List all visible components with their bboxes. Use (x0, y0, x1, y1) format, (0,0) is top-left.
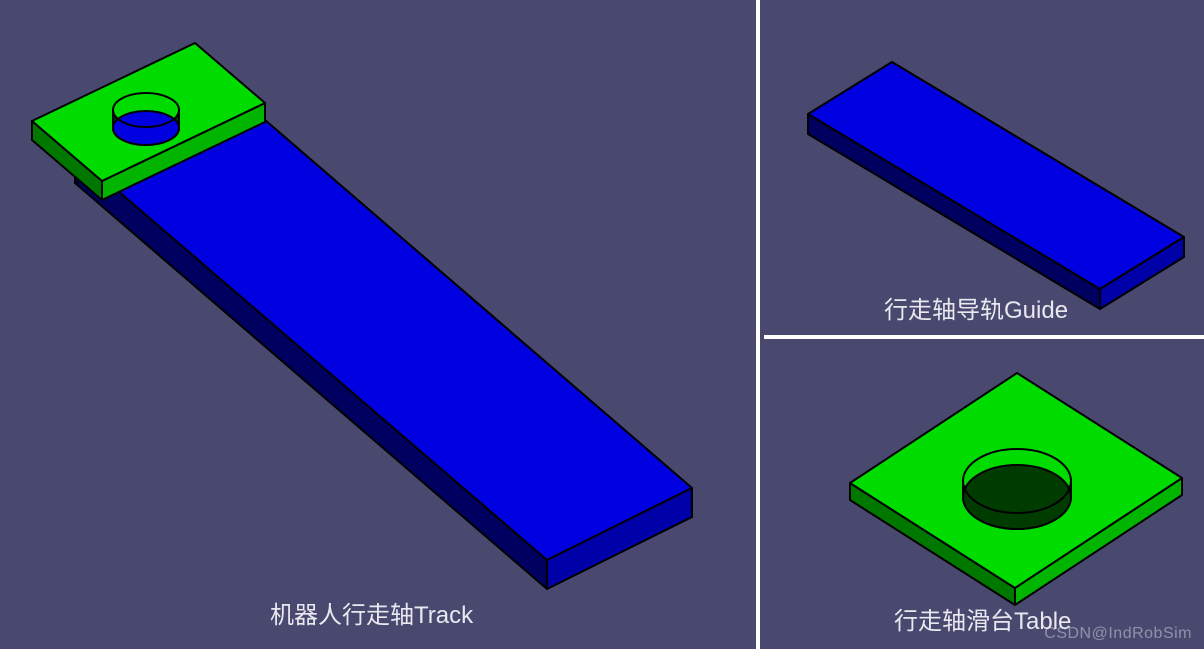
caption-track: 机器人行走轴Track (270, 595, 473, 630)
caption-guide: 行走轴导轨Guide (884, 290, 1068, 325)
panel-table: 行走轴滑台Table (764, 343, 1204, 649)
panel-track: 机器人行走轴Track (0, 0, 760, 649)
watermark: CSDN@IndRobSim (1044, 625, 1192, 643)
track-svg (0, 0, 760, 649)
guide-svg (764, 0, 1204, 339)
guide-top (808, 62, 1184, 289)
panel-guide: 行走轴导轨Guide (764, 0, 1204, 339)
